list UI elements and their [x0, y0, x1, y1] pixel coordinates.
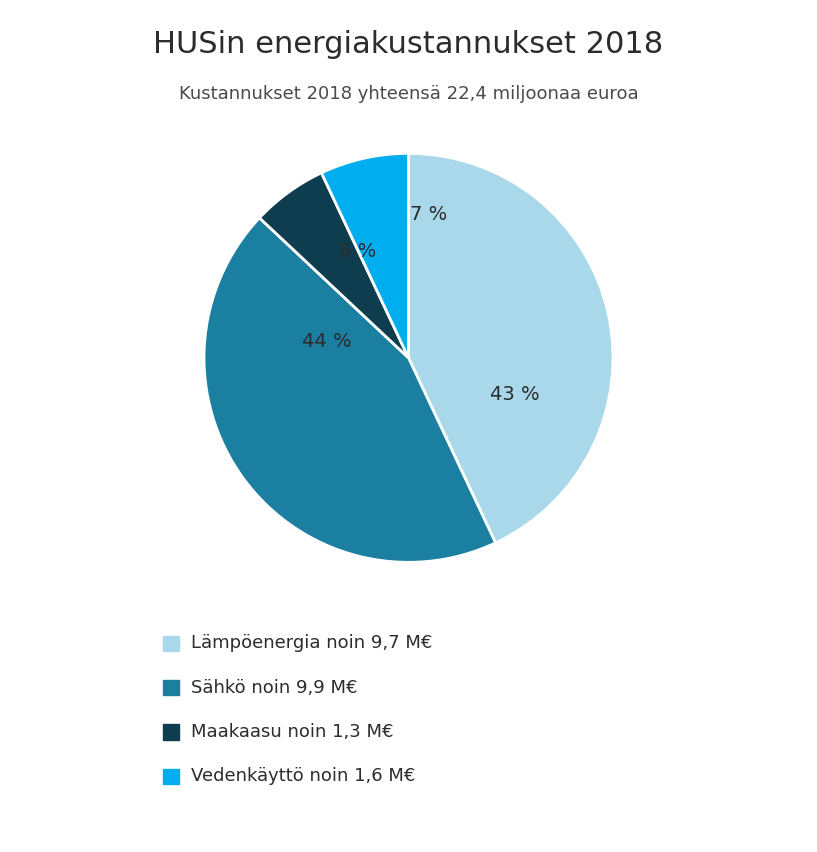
Wedge shape	[321, 153, 408, 358]
Text: 7 %: 7 %	[410, 205, 448, 224]
Text: Sähkö noin 9,9 M€: Sähkö noin 9,9 M€	[191, 678, 358, 697]
Text: Vedenkäyttö noin 1,6 M€: Vedenkäyttö noin 1,6 M€	[191, 767, 415, 786]
Text: HUSin energiakustannukset 2018: HUSin energiakustannukset 2018	[154, 30, 663, 59]
Text: 6 %: 6 %	[339, 242, 376, 261]
Text: Kustannukset 2018 yhteensä 22,4 miljoonaa euroa: Kustannukset 2018 yhteensä 22,4 miljoona…	[179, 85, 638, 103]
Text: 44 %: 44 %	[302, 332, 351, 351]
Text: 43 %: 43 %	[490, 385, 540, 404]
Text: Maakaasu noin 1,3 M€: Maakaasu noin 1,3 M€	[191, 722, 394, 741]
Text: Lämpöenergia noin 9,7 M€: Lämpöenergia noin 9,7 M€	[191, 634, 432, 653]
Wedge shape	[204, 218, 496, 562]
Wedge shape	[408, 153, 613, 543]
Wedge shape	[260, 173, 408, 358]
